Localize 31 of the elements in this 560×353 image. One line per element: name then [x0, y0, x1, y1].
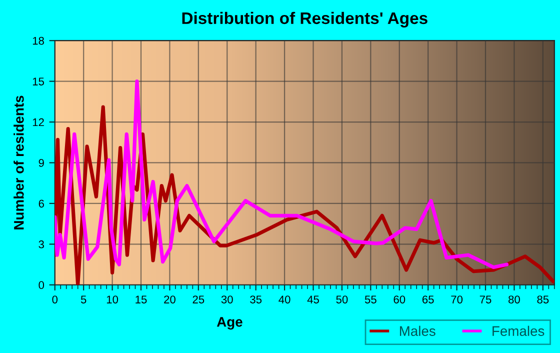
- x-axis-title: Age: [216, 317, 242, 330]
- legend-label: Females: [492, 326, 544, 336]
- legend-label: Males: [400, 326, 436, 336]
- x-tick-label: 0: [52, 296, 58, 304]
- x-tick-label: 75: [480, 296, 492, 304]
- y-tick-label: 15: [32, 78, 44, 86]
- line-series: [54, 80, 509, 270]
- x-tick-label: 60: [394, 296, 406, 304]
- x-tick-label: 45: [307, 296, 319, 304]
- y-tick-label: 0: [38, 281, 44, 290]
- y-axis-title: Number of residents: [14, 96, 24, 230]
- y-tick-label: 9: [38, 159, 44, 167]
- x-tick-label: 30: [221, 296, 233, 304]
- x-tick-label: 40: [278, 296, 290, 304]
- x-tick-label: 65: [422, 296, 434, 304]
- x-tick-label: 85: [537, 296, 549, 304]
- x-tick-label: 20: [164, 296, 176, 304]
- y-tick-label: 6: [38, 200, 44, 208]
- x-tick-label: 35: [250, 296, 262, 304]
- x-tick-label: 10: [106, 296, 118, 304]
- x-tick-label: 50: [336, 296, 348, 304]
- x-tick-label: 70: [451, 296, 463, 304]
- x-tick-label: 80: [508, 296, 520, 304]
- chart-title: Distribution of Residents' Ages: [182, 12, 428, 28]
- x-tick-label: 15: [136, 296, 147, 304]
- y-tick-label: 12: [32, 118, 44, 126]
- y-tick-label: 3: [38, 240, 44, 248]
- x-tick-label: 55: [364, 296, 376, 304]
- x-tick-label: 25: [192, 296, 204, 304]
- y-tick-label: 18: [32, 36, 44, 45]
- x-tick-label: 5: [80, 296, 86, 304]
